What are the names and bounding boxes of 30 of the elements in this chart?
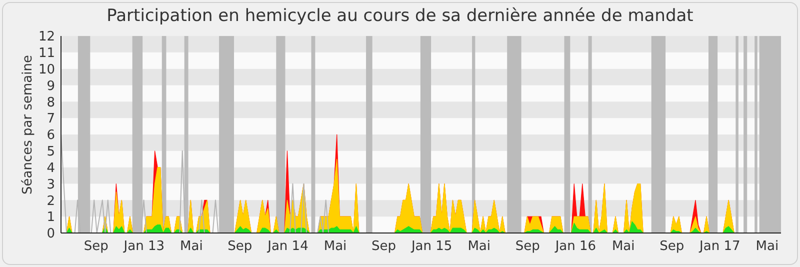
y-tick-label: 11 bbox=[38, 46, 55, 62]
x-tick-label: Mai bbox=[756, 239, 779, 254]
y-tick-label: 5 bbox=[46, 144, 55, 160]
y-tick-label: 10 bbox=[38, 62, 55, 78]
y-tick-label: 7 bbox=[46, 112, 55, 127]
x-tick-label: Mai bbox=[612, 239, 635, 254]
x-tick-label: Sep bbox=[228, 239, 252, 254]
chart-title: Participation en hemicycle au cours de sa dernière année de mandat bbox=[106, 6, 694, 26]
y-tick-label: 9 bbox=[46, 78, 55, 94]
y-tick-label: 6 bbox=[46, 128, 55, 144]
x-tick-label: Mai bbox=[180, 239, 203, 254]
x-tick-label: Jan 17 bbox=[698, 239, 740, 254]
y-tick-label: 8 bbox=[46, 95, 55, 110]
y-tick-label: 3 bbox=[46, 177, 55, 192]
y-tick-label: 4 bbox=[46, 160, 55, 176]
x-tick-label: Jan 16 bbox=[554, 239, 596, 254]
y-tick-label: 1 bbox=[46, 210, 55, 226]
x-tick-label: Mai bbox=[468, 239, 491, 254]
x-tick-label: Jan 15 bbox=[410, 239, 452, 254]
x-tick-label: Sep bbox=[84, 239, 108, 254]
x-tick-label: Jan 14 bbox=[266, 239, 308, 254]
x-tick-label: Jan 13 bbox=[122, 239, 165, 254]
x-tick-label: Sep bbox=[515, 239, 540, 254]
x-tick-label: Sep bbox=[372, 239, 396, 254]
x-tick-label: Mai bbox=[324, 239, 347, 254]
y-tick-label: 0 bbox=[46, 226, 55, 242]
y-axis-title: Séances par semaine bbox=[20, 55, 36, 194]
y-tick-label: 2 bbox=[46, 194, 55, 209]
y-tick-label: 12 bbox=[38, 30, 55, 45]
x-tick-label: Sep bbox=[660, 239, 684, 254]
